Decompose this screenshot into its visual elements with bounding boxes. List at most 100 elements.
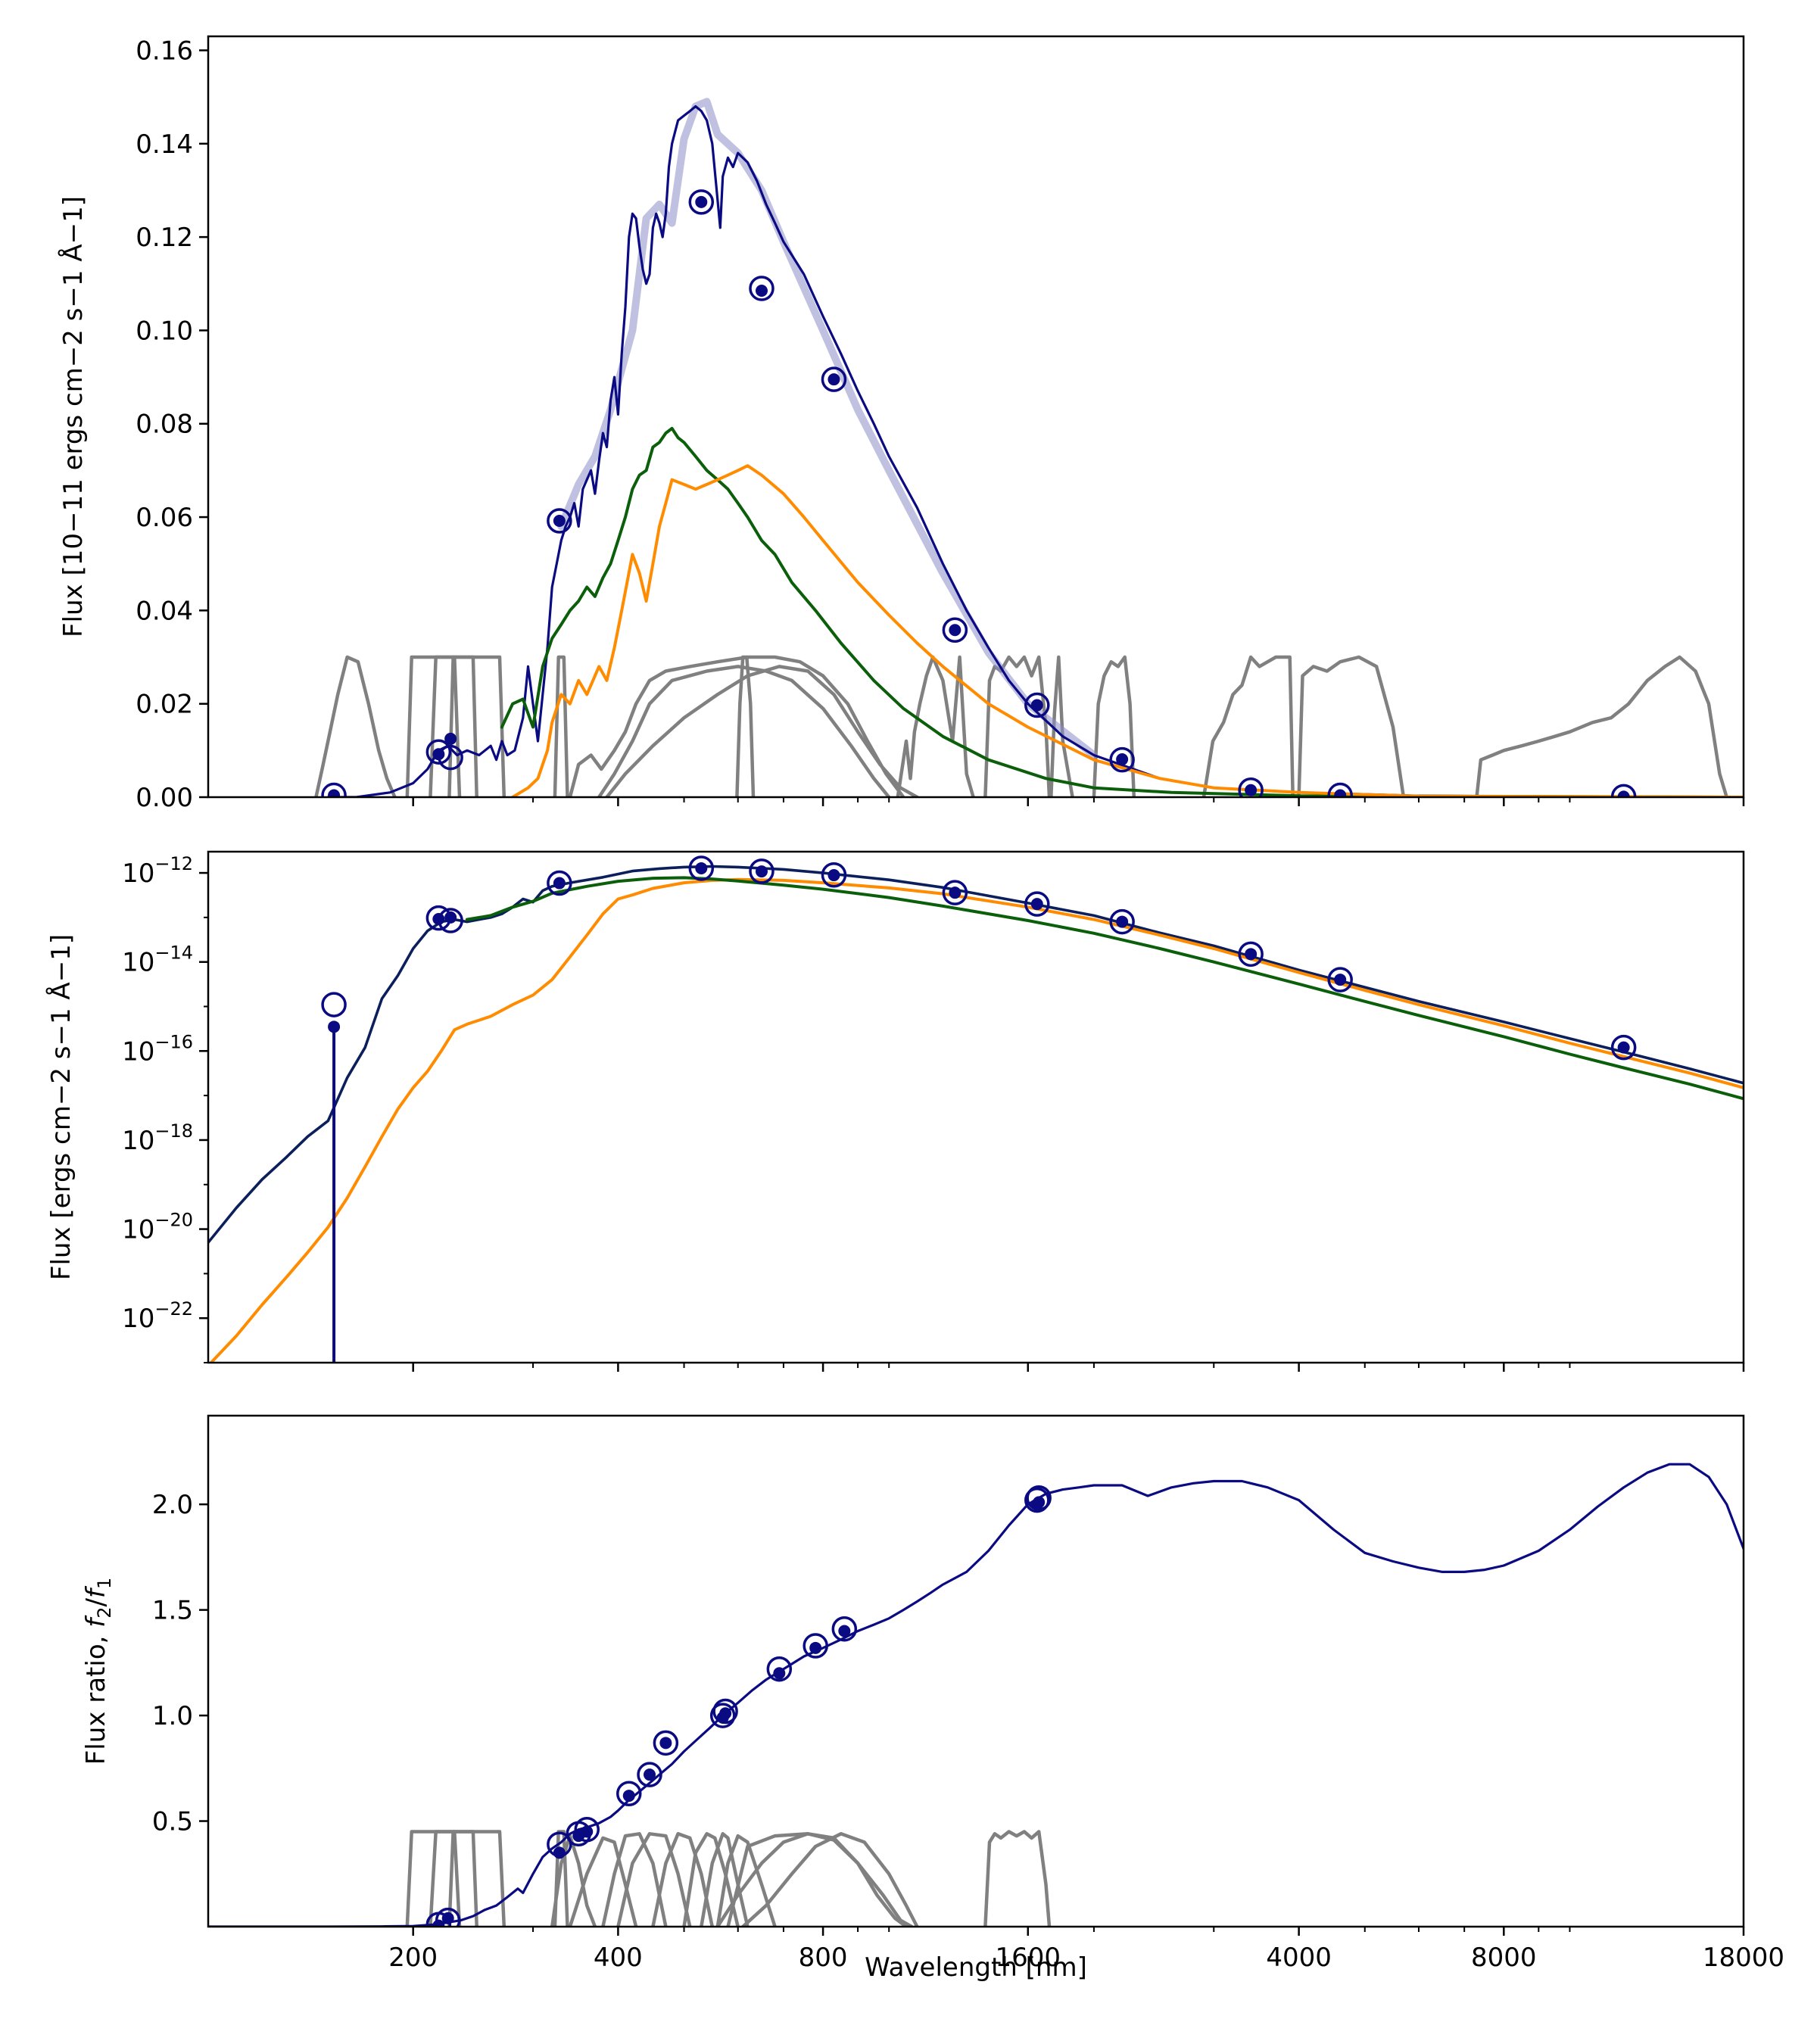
sed-linear-observed-point-1 — [425, 739, 452, 765]
sed-log-model-point-7 — [949, 886, 961, 899]
sed-linear-model-point-0 — [328, 789, 341, 797]
flux-ratio-model-point-2 — [553, 1846, 566, 1859]
sed-linear-y-tick-label-7: 0.14 — [136, 129, 193, 160]
sed-log-y-tick-label-3: 10−18 — [122, 1120, 193, 1156]
flux-ratio-filter-line-1 — [429, 1830, 462, 1927]
sed-linear-y-tick-label-0: 0.00 — [136, 783, 193, 813]
sed-linear-y-tick-label-3: 0.06 — [136, 503, 193, 533]
flux-ratio-model-point-1 — [441, 1912, 454, 1924]
flux-ratio-filter-line-2 — [447, 1830, 506, 1927]
sed-linear-series-group — [314, 98, 1744, 797]
flux-ratio-observed-point-6 — [637, 1762, 662, 1787]
sed-linear-observed-point-11 — [1327, 782, 1353, 797]
sed-log-model-point-4 — [695, 862, 708, 874]
flux-ratio-y-tick-label-0: 0.5 — [152, 1807, 193, 1837]
flux-ratio-observed-point-5 — [616, 1781, 642, 1807]
sed-linear-filter-line-14 — [1297, 655, 1406, 797]
sed-log-model-point-5 — [755, 865, 768, 878]
sed-log-observed-point-11 — [1327, 967, 1353, 992]
sed-log-observed-point-6 — [821, 862, 847, 888]
flux-ratio-observed-point-13 — [1024, 1487, 1050, 1513]
sed-linear-model-point-9 — [1116, 753, 1129, 766]
sed-linear-model-point-5 — [755, 285, 768, 298]
flux-ratio-filter-line-13 — [715, 1832, 914, 1927]
sed-log-model-point-9 — [1116, 915, 1129, 928]
x-tick-label-1: 400 — [594, 1943, 643, 1973]
sed-log-model-point-1 — [432, 913, 445, 926]
flux-ratio-filter-line-15 — [983, 1830, 1052, 1927]
flux-ratio-model-point-6 — [644, 1768, 656, 1781]
sed-log-observed-point-9 — [1109, 908, 1135, 935]
flux-ratio-series-group — [208, 1463, 1744, 1927]
sed-linear-filter-line-8 — [735, 655, 756, 797]
flux-ratio-model-point-9 — [719, 1707, 732, 1720]
x-tick-label-3: 1600 — [996, 1943, 1061, 1973]
sed-log-model-point-0 — [328, 1020, 341, 1033]
x-tick-label-0: 200 — [388, 1943, 438, 1973]
sed-log-model-point-11 — [1334, 974, 1347, 986]
sed-linear-model-point-11 — [1334, 789, 1347, 797]
sed-log-y-tick-label-1: 10−14 — [122, 943, 193, 978]
flux-ratio-observed-point-10 — [766, 1656, 793, 1682]
sed-linear-filter-line-6 — [597, 665, 891, 797]
sed-log-observed-point-0 — [321, 992, 347, 1017]
sed-log-observed-point-10 — [1238, 941, 1264, 967]
sed-linear-filter-line-13 — [1201, 655, 1295, 797]
flux-ratio-filter-line-11 — [715, 1834, 777, 1927]
sed-linear-model-point-2 — [444, 732, 457, 745]
flux-ratio-plot-area — [208, 1463, 1744, 1927]
sed-linear-observed-point-8 — [1024, 692, 1050, 718]
sed-log-series-group — [208, 855, 1744, 1363]
x-axis-label: Wavelength [nm] — [865, 1952, 1087, 1983]
flux-ratio-model-point-5 — [622, 1790, 635, 1803]
sed-linear-star_1-line-18 — [500, 426, 1744, 797]
sed-linear-frame — [207, 35, 1745, 799]
sed-linear-model-point-7 — [949, 624, 961, 637]
sed-log-observed-point-8 — [1024, 891, 1050, 917]
panel-sed-log: 10−12 10−14 10−16 10−18 10−20 10−22 Flux [erg… — [45, 850, 1745, 1372]
sed-linear-observed-point-4 — [688, 189, 715, 215]
x-tick-label-5: 8000 — [1471, 1943, 1537, 1973]
sed-linear-filter-line-10 — [983, 655, 1052, 797]
panel-flux-ratio: 200 400 800 1600 4000 8000 18000 0.5 1.0 1.5 2.0 F… — [81, 1414, 1784, 1983]
sed-linear-filter-line-0 — [314, 655, 397, 797]
sed-linear-model-point-10 — [1245, 784, 1258, 796]
sed-linear-band-line-16 — [557, 98, 1098, 759]
sed-log-observed-point-12 — [1610, 1034, 1637, 1061]
flux-ratio-filter-line-7 — [616, 1832, 692, 1927]
panel-sed-linear: 0.00 0.02 0.04 0.06 0.08 0.10 0.12 0.14 0.16 Flu… — [58, 35, 1745, 813]
sed-log-frame — [207, 850, 1745, 1364]
sed-linear-model-point-8 — [1030, 699, 1043, 712]
sed-log-model-point-3 — [553, 877, 566, 890]
x-tick-label-4: 4000 — [1266, 1943, 1332, 1973]
sed-log-y-tick-label-2: 10−16 — [122, 1031, 193, 1067]
sed-linear-y-tick-label-2: 0.04 — [136, 596, 193, 626]
sed-linear-observed-point-10 — [1238, 777, 1264, 797]
sed-linear-filter-line-1 — [405, 655, 478, 797]
sed-linear-observed-point-7 — [942, 617, 968, 643]
sed-linear-model-point-3 — [553, 514, 566, 527]
sed-log-model-point-12 — [1617, 1041, 1630, 1054]
sed-linear-filter-line-15 — [1475, 655, 1728, 797]
sed-log-model-point-2 — [444, 911, 457, 924]
flux-ratio-filter-line-14 — [740, 1832, 919, 1927]
sed-linear-observed-point-0 — [321, 782, 347, 797]
sed-linear-y-tick-label-4: 0.08 — [136, 410, 193, 440]
flux-ratio-filter-line-6 — [601, 1832, 668, 1927]
sed-linear-observed-point-6 — [821, 366, 847, 392]
sed-linear-y-tick-label-6: 0.12 — [136, 223, 193, 253]
sed-linear-filter-line-5 — [568, 655, 905, 797]
sed-linear-model-point-6 — [827, 373, 840, 386]
sed-linear-observed-point-5 — [749, 276, 774, 301]
flux-ratio-observed-point-4 — [574, 1816, 600, 1843]
sed-log-observed-point-5 — [749, 858, 774, 884]
flux-ratio-y-tick-label-1: 1.0 — [152, 1701, 193, 1731]
flux-ratio-filter-line-4 — [550, 1834, 597, 1927]
flux-ratio-y-tick-label-3: 2.0 — [152, 1490, 193, 1520]
flux-ratio-y-axis-label: Flux ratio, f2/f1 — [81, 1578, 115, 1765]
sed-linear-model-point-4 — [695, 195, 708, 208]
sed-linear-filter-line-2 — [429, 655, 462, 797]
sed-linear-filter-line-7 — [605, 665, 919, 797]
sed-log-star_1-line-2 — [465, 876, 1744, 1101]
